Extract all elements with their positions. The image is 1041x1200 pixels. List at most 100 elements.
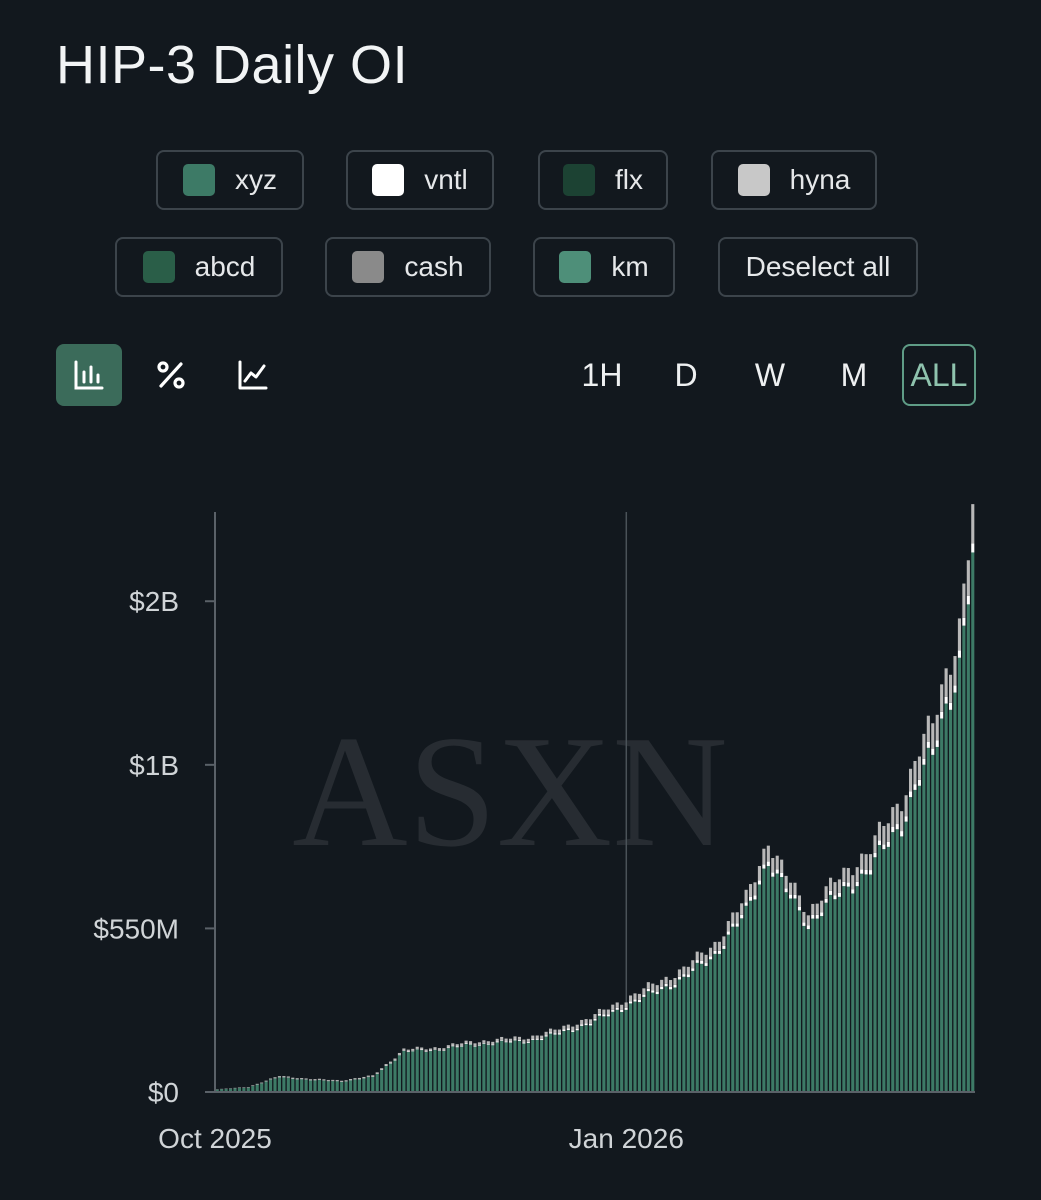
legend-label: xyz (235, 164, 277, 195)
bar-xyz (846, 886, 850, 1092)
bar-hyna (349, 1078, 353, 1080)
bar-vntl (940, 711, 944, 719)
bar-vntl (904, 816, 908, 822)
bar-vntl (713, 950, 717, 954)
range-m-button[interactable]: M (840, 356, 868, 393)
legend-toggle-vntl[interactable]: vntl (346, 150, 494, 210)
bar-xyz (255, 1084, 259, 1092)
legend-toggle-xyz[interactable]: xyz (156, 150, 304, 210)
bar-vntl (780, 872, 784, 878)
bar-vntl (513, 1039, 517, 1041)
range-1h-button[interactable]: 1H (581, 356, 623, 393)
legend-toggle-km[interactable]: km (533, 237, 675, 297)
bar-hyna (237, 1087, 241, 1089)
bar-xyz (669, 989, 673, 1092)
bar-xyz (500, 1040, 504, 1092)
legend-toggle-abcd[interactable]: abcd (115, 237, 283, 297)
bar-hyna (771, 858, 775, 873)
bar-vntl (393, 1060, 397, 1061)
legend-toggle-cash[interactable]: cash (325, 237, 491, 297)
bar-xyz (677, 979, 681, 1092)
bar-xyz (424, 1051, 428, 1092)
bar-vntl (726, 931, 730, 935)
bar-xyz (451, 1046, 455, 1092)
bar-hyna (762, 848, 766, 865)
bar-xyz (526, 1042, 530, 1092)
bar-xyz (433, 1049, 437, 1092)
bar-hyna (531, 1035, 535, 1039)
bar-hyna (815, 903, 819, 915)
bar-vntl (593, 1018, 597, 1021)
legend-toggle-flx[interactable]: flx (538, 150, 668, 210)
legend-label: hyna (789, 164, 851, 195)
bar-vntl (669, 986, 673, 990)
bar-vntl (709, 956, 713, 960)
bar-vntl (420, 1049, 424, 1051)
bar-hyna (593, 1014, 597, 1019)
range-d-button[interactable]: D (674, 356, 698, 393)
bar-hyna (362, 1076, 366, 1079)
bar-xyz (509, 1042, 513, 1092)
bar-vntl (406, 1051, 410, 1053)
bar-xyz (717, 953, 721, 1092)
bar-vntl (553, 1033, 557, 1035)
bar-vntl (740, 914, 744, 919)
bar-vntl (935, 740, 939, 747)
bar-hyna (642, 988, 646, 995)
bar-hyna (842, 867, 846, 882)
bar-xyz (709, 959, 713, 1092)
bar-xyz (766, 866, 770, 1092)
bar-xyz (957, 657, 961, 1092)
bar-vntl (824, 898, 828, 903)
line-chart-view-button[interactable] (220, 344, 286, 406)
bar-vntl (771, 872, 775, 877)
bar-hyna (455, 1044, 459, 1047)
bar-xyz (549, 1033, 553, 1092)
bar-xyz (629, 1003, 633, 1092)
bar-xyz (735, 926, 739, 1092)
bar-xyz (949, 709, 953, 1092)
bar-xyz (633, 1001, 637, 1092)
bar-vntl (744, 902, 748, 906)
bar-hyna (722, 936, 726, 946)
bar-vntl (535, 1038, 539, 1040)
bar-vntl (437, 1050, 441, 1051)
bar-vntl (886, 841, 890, 847)
bar-vntl (931, 748, 935, 755)
bar-vntl (829, 890, 833, 895)
bar-xyz (700, 963, 704, 1092)
x-tick-label: Oct 2025 (158, 1123, 272, 1154)
range-all-button[interactable]: ALL (902, 344, 976, 406)
percent-view-button[interactable] (138, 344, 204, 406)
bar-hyna (282, 1076, 286, 1077)
bar-vntl (691, 968, 695, 971)
bar-xyz (873, 857, 877, 1092)
bar-chart-view-button[interactable] (56, 344, 122, 406)
range-w-button[interactable]: W (754, 356, 786, 393)
bar-xyz (962, 625, 966, 1092)
bar-xyz (833, 899, 837, 1092)
bar-xyz (522, 1043, 526, 1092)
bar-hyna (726, 921, 730, 932)
bar-hyna (509, 1038, 513, 1042)
bar-xyz (269, 1079, 273, 1092)
bar-xyz (695, 962, 699, 1092)
bar-xyz (251, 1086, 255, 1092)
bar-xyz (624, 1009, 628, 1092)
bar-xyz (917, 785, 921, 1092)
bar-xyz (642, 996, 646, 1092)
bar-xyz (540, 1040, 544, 1092)
bar-hyna (242, 1087, 246, 1088)
bar-hyna (522, 1039, 526, 1043)
bar-xyz (740, 918, 744, 1092)
bar-hyna (664, 976, 668, 984)
bar-xyz (597, 1015, 601, 1092)
bar-vntl (509, 1041, 513, 1043)
bar-vntl (402, 1050, 406, 1051)
deselect-all-button[interactable]: Deselect all (718, 237, 918, 297)
legend-toggle-hyna[interactable]: hyna (711, 150, 877, 210)
bar-vntl (784, 888, 788, 893)
bar-hyna (486, 1041, 490, 1044)
bar-xyz (513, 1040, 517, 1092)
bar-hyna (877, 821, 881, 841)
